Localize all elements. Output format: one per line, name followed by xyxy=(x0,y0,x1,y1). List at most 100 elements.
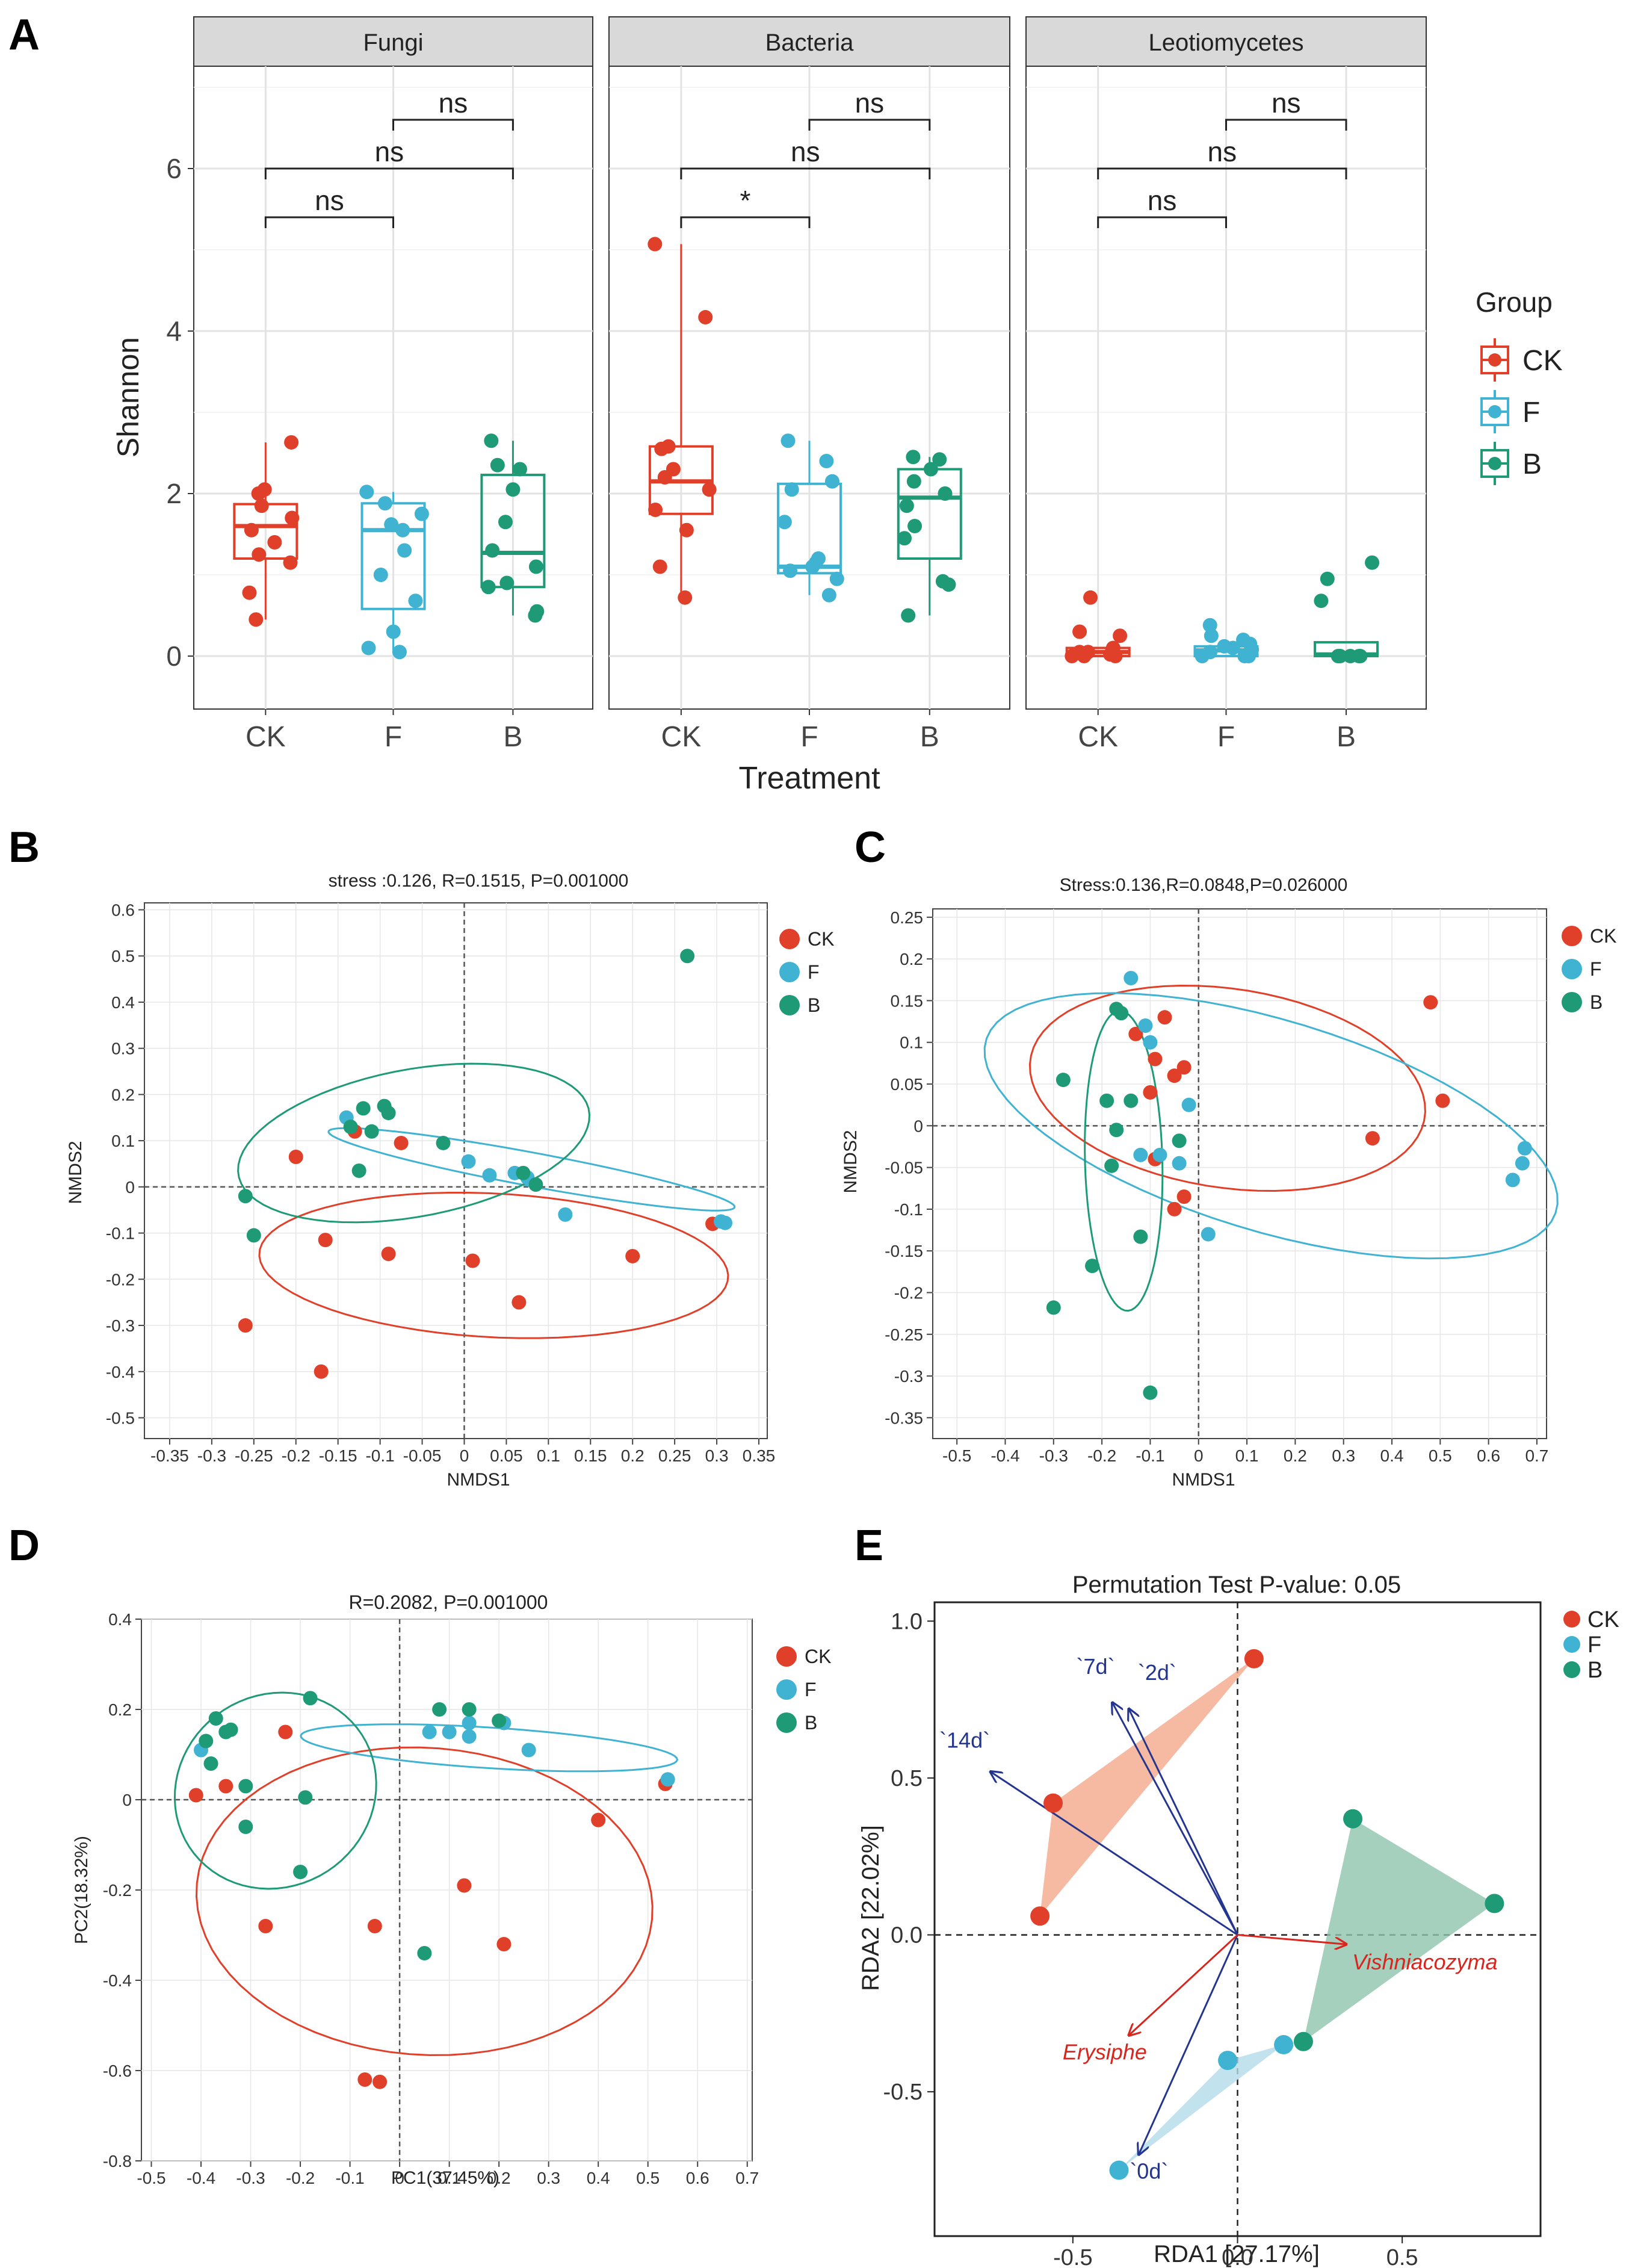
data-point xyxy=(1236,633,1251,647)
x-tick-label: 0.6 xyxy=(686,2169,709,2187)
legend-key-point xyxy=(1488,353,1501,367)
panel-d-plot: -0.5 -0.4 -0.3 -0.2 -0.1 0 0.1 0.2 0.3 0.4 0.5 0.6 0… xyxy=(103,1610,832,2187)
data-point xyxy=(465,1253,480,1268)
panel-b-title: stress :0.126, R=0.1515, P=0.001000 xyxy=(329,871,629,891)
x-tick-label: -0.5 xyxy=(137,2169,165,2187)
panel-a-label: A xyxy=(8,11,40,59)
data-point xyxy=(1218,2051,1238,2071)
data-point xyxy=(485,543,500,558)
env-arrow xyxy=(1139,1934,1238,2155)
y-tick-label: -0.5 xyxy=(883,2080,923,2105)
x-tick-label: 0.7 xyxy=(735,2169,759,2187)
data-point xyxy=(318,1233,333,1248)
y-tick-label: 0 xyxy=(913,1117,923,1135)
legend-label: CK xyxy=(805,1646,831,1667)
significance-bracket xyxy=(808,119,931,131)
data-point xyxy=(249,612,264,627)
x-tick-label: 0.3 xyxy=(1332,1446,1355,1465)
legend-key-point xyxy=(1562,959,1582,979)
arrow-label: `7d` xyxy=(1077,1654,1115,1679)
panel-c-title: Stress:0.136,R=0.0848,P=0.026000 xyxy=(1060,875,1348,895)
data-point xyxy=(666,462,681,477)
data-point xyxy=(1172,1133,1187,1148)
y-tick-label: -0.6 xyxy=(103,2062,132,2080)
panel-c-label: C xyxy=(855,823,886,872)
data-point xyxy=(343,1120,358,1135)
panel-e-ylabel: RDA2 [22.02%] xyxy=(858,1825,884,1991)
data-point xyxy=(481,580,496,595)
data-point xyxy=(783,563,798,578)
data-point xyxy=(462,1729,477,1744)
data-point xyxy=(484,433,499,448)
data-point xyxy=(254,498,269,513)
data-point xyxy=(1314,593,1329,609)
panel-d: D R=0.2082, P=0.001000 PC1(37.45%) PC2(1… xyxy=(8,1522,831,2188)
arrow-label: `2d` xyxy=(1138,1660,1176,1685)
data-point xyxy=(257,482,272,497)
facet-title: Leotiomycetes xyxy=(1149,29,1304,56)
data-point xyxy=(530,604,545,619)
legend-label: B xyxy=(1590,991,1603,1013)
x-tick-label: 0.1 xyxy=(437,2169,461,2187)
x-tick-label: B xyxy=(503,721,522,753)
x-tick-label: 0.3 xyxy=(537,2169,560,2187)
data-point xyxy=(367,1919,382,1933)
significance-bracket xyxy=(680,216,811,228)
data-point xyxy=(1157,1010,1172,1025)
x-tick-label: 0 xyxy=(460,1446,469,1465)
legend-label: CK xyxy=(808,928,834,950)
y-tick-label: -0.05 xyxy=(885,1159,923,1177)
legend-key-point xyxy=(779,929,800,949)
y-tick-label: -0.4 xyxy=(106,1363,135,1381)
panel-c-plot: -0.5 -0.4 -0.3 -0.2 -0.1 0 0.1 0.2 0.3 0.4 0.5 0.6 0… xyxy=(885,908,1616,1465)
x-tick-label: 0.5 xyxy=(1386,2245,1418,2268)
y-tick-label: 0.2 xyxy=(111,1085,135,1104)
data-point xyxy=(1148,1052,1163,1067)
significance-label: ns xyxy=(439,87,468,119)
x-tick-label: 0.4 xyxy=(587,2169,610,2187)
data-point xyxy=(1365,1131,1380,1146)
x-tick-label: 0.1 xyxy=(1235,1446,1259,1465)
data-point xyxy=(660,1772,675,1787)
x-tick-label: 0.5 xyxy=(1429,1446,1452,1465)
x-tick-label: -0.3 xyxy=(1039,1446,1068,1465)
significance-label: ns xyxy=(855,87,885,119)
y-tick-label: 0.6 xyxy=(111,901,135,920)
y-tick-label: 1.0 xyxy=(891,1609,923,1634)
data-point xyxy=(512,1295,527,1310)
x-tick-label: -0.35 xyxy=(150,1446,189,1465)
data-point xyxy=(218,1779,233,1794)
data-point xyxy=(373,568,388,582)
data-point xyxy=(462,1702,477,1717)
significance-label: * xyxy=(740,185,750,216)
panel-e-title: Permutation Test P-value: 0.05 xyxy=(1072,1572,1401,1598)
data-point xyxy=(906,450,921,465)
data-point xyxy=(395,522,410,538)
confidence-ellipse xyxy=(983,992,1559,1260)
legend-label: CK xyxy=(1587,1607,1619,1632)
data-point xyxy=(288,1149,303,1164)
legend-key-point xyxy=(1562,992,1582,1012)
x-tick-label: -0.1 xyxy=(365,1446,394,1465)
x-tick-label: -0.1 xyxy=(335,2169,364,2187)
data-point xyxy=(351,1163,366,1178)
confidence-ellipse xyxy=(1028,984,1426,1192)
data-point xyxy=(1113,628,1128,643)
legend-label: B xyxy=(805,1712,817,1734)
significance-bracket xyxy=(264,167,514,179)
data-point xyxy=(1099,1093,1114,1108)
confidence-ellipse xyxy=(300,1723,679,1773)
legend-label: F xyxy=(805,1679,817,1700)
x-tick-label: CK xyxy=(661,721,702,753)
y-tick-label: -0.35 xyxy=(885,1408,923,1427)
data-point xyxy=(244,522,259,538)
data-point xyxy=(461,1154,476,1169)
facet-title: Bacteria xyxy=(765,29,854,56)
x-tick-label: B xyxy=(1337,721,1356,753)
data-point xyxy=(252,547,267,562)
env-arrow xyxy=(1129,1709,1238,1936)
data-point xyxy=(819,454,834,468)
legend-label: B xyxy=(808,994,820,1016)
data-point xyxy=(1204,628,1219,643)
y-tick-label: 0.3 xyxy=(111,1040,135,1058)
